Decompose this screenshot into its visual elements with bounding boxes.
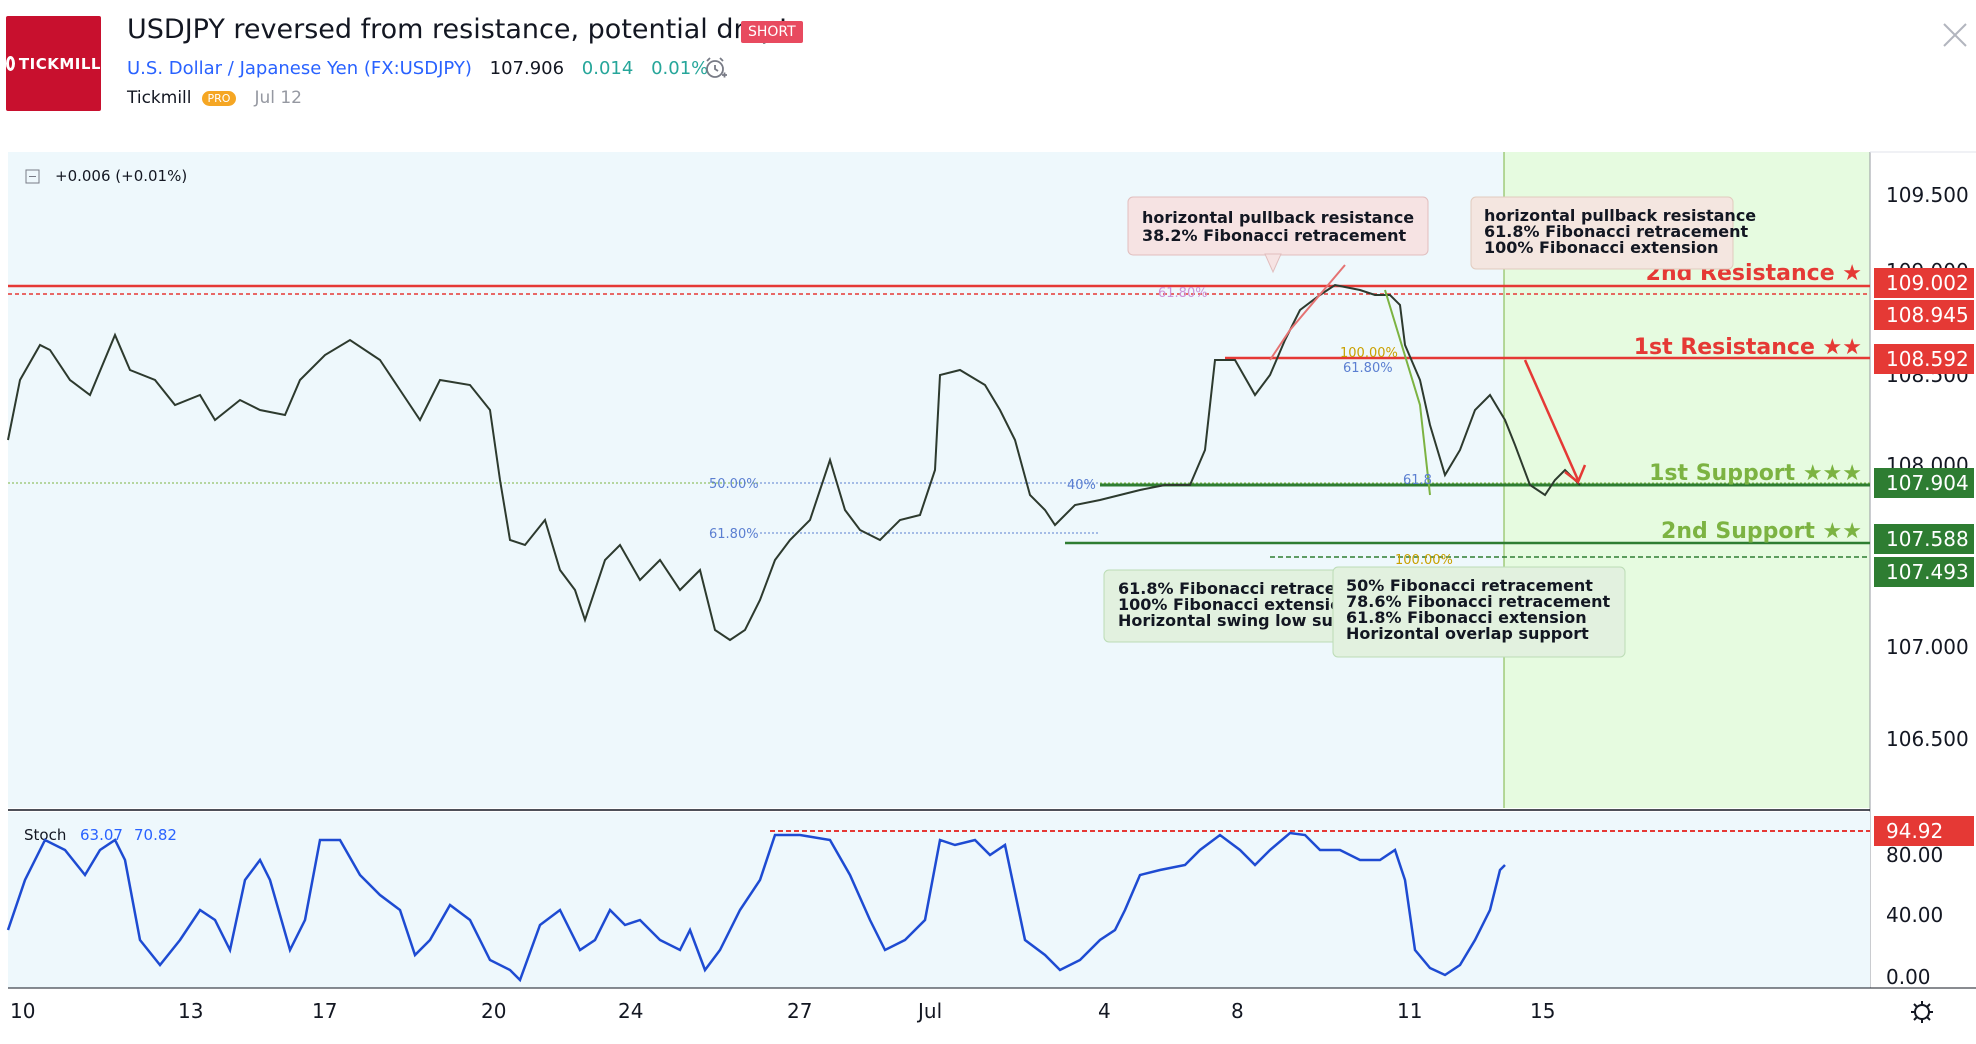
callout-line: 61.8% Fibonacci extension [1346,608,1587,627]
stoch-tick: 40.00 [1886,903,1943,927]
symbol-code-link[interactable]: (FX:USDJPY) [363,58,472,79]
stoch-level-label: 94.92 [1886,819,1943,843]
time-tick: 15 [1530,999,1555,1023]
callout-line: 100% Fibonacci extension [1118,595,1353,614]
author-row: Tickmill PRO Jul 12 [127,88,302,108]
stoch-axis[interactable]: 94.92 80.00 40.00 0.00 [1874,816,1974,989]
fib-label: 61.80% [1343,361,1393,376]
time-tick: 24 [618,999,643,1023]
chart-area[interactable]: +0.006 (+0.01%) 2nd Resistance ★ 1st Res… [0,150,1976,1044]
support-1-label: 1st Support ★★★ [1649,461,1862,486]
time-tick: 11 [1397,999,1422,1023]
fib-label: 100.00% [1340,346,1398,361]
price-label: 107.904 [1886,471,1969,495]
time-tick: 27 [787,999,812,1023]
time-tick: 4 [1098,999,1111,1023]
stoch-tick: 0.00 [1886,965,1931,989]
price-label: 108.592 [1886,347,1969,371]
resistance-1-label: 1st Resistance ★★ [1634,335,1862,360]
price-label: 108.945 [1886,303,1969,327]
stoch-line [6,831,1506,983]
callout-top-mid[interactable]: horizontal pullback resistance 38.2% Fib… [1127,196,1429,274]
symbol-row: U.S. Dollar / Japanese Yen (FX:USDJPY) 1… [127,58,708,79]
symbol-name-link[interactable]: U.S. Dollar / Japanese Yen [127,58,359,79]
stoch-d-value: 70.82 [134,826,177,844]
price-label: 107.588 [1886,527,1969,551]
projection-arrow [1523,359,1580,481]
time-tick: 8 [1231,999,1244,1023]
callout-line: horizontal pullback resistance [1484,206,1756,225]
stoch-legend: Stoch 63.07 70.82 [24,826,177,844]
price-label: 109.002 [1886,271,1969,295]
close-icon[interactable] [1940,20,1970,50]
callout-top-right[interactable]: horizontal pullback resistance 61.8% Fib… [1470,196,1756,270]
idea-title: USDJPY reversed from resistance, potenti… [127,14,789,45]
fib-labels: 61.80% 100.00% 61.80% 50.00% 61.80% 100.… [709,286,1453,568]
legend-change: +0.006 (+0.01%) [55,167,187,185]
pro-badge: PRO [201,90,237,106]
callout-line: Horizontal overlap support [1346,624,1589,643]
last-price: 107.906 [489,58,565,79]
tickmill-logo: TICKMILL [6,16,101,111]
time-axis[interactable]: 10 13 17 20 24 27 Jul 4 8 11 15 [10,999,1555,1023]
callout-line: Horizontal swing low support [1118,611,1383,630]
settings-icon[interactable] [1911,1001,1933,1023]
callout-line: 38.2% Fibonacci retracement [1142,226,1406,245]
time-tick: 10 [10,999,35,1023]
alarm-clock-icon[interactable] [704,56,728,80]
price-tick: 107.000 [1886,635,1969,659]
short-badge: SHORT [741,21,803,43]
publish-date: Jul 12 [254,88,302,108]
callout-line: 61.8% Fibonacci retracement [1118,579,1382,598]
support-2-label: 2nd Support ★★ [1661,519,1862,544]
callout-line: 50% Fibonacci retracement [1346,576,1593,595]
time-tick: 20 [481,999,506,1023]
logo-text: TICKMILL [18,54,101,73]
stoch-tick: 80.00 [1886,843,1943,867]
callout-bottom-right[interactable]: 50% Fibonacci retracement 78.6% Fibonacc… [1332,566,1626,658]
stoch-label: Stoch [24,826,66,844]
callout-line: horizontal pullback resistance [1142,208,1414,227]
fib-label: 61.80% [1158,286,1208,301]
time-tick: 17 [312,999,337,1023]
price-change-pct: 0.01% [651,58,709,79]
callout-line: 61.8% Fibonacci retracement [1484,222,1748,241]
fib-label: 61.80% [709,527,759,542]
callout-bottom-left[interactable]: 61.8% Fibonacci retracement 100% Fibonac… [1103,569,1397,643]
time-tick: Jul [916,999,942,1023]
stoch-pane-bg [8,812,1870,988]
collapse-icon[interactable] [25,169,40,184]
callout-line: 100% Fibonacci extension [1484,238,1719,257]
fib-label: 61.8 [1403,473,1432,488]
fib-label: 40% [1067,478,1096,493]
price-tick: 109.500 [1886,183,1969,207]
price-labels: 109.002 108.945 108.592 107.904 107.588 … [1874,268,1974,587]
price-label: 107.493 [1886,560,1969,584]
time-tick: 13 [178,999,203,1023]
logo-mark-icon [6,56,15,71]
price-change: 0.014 [581,58,634,79]
stoch-k-value: 63.07 [80,826,123,844]
legend: +0.006 (+0.01%) [25,167,187,185]
fib-label: 50.00% [709,477,759,492]
fib-label: 100.00% [1395,553,1453,568]
author-name[interactable]: Tickmill [127,88,192,108]
price-tick: 106.500 [1886,727,1969,751]
callout-line: 78.6% Fibonacci retracement [1346,592,1610,611]
